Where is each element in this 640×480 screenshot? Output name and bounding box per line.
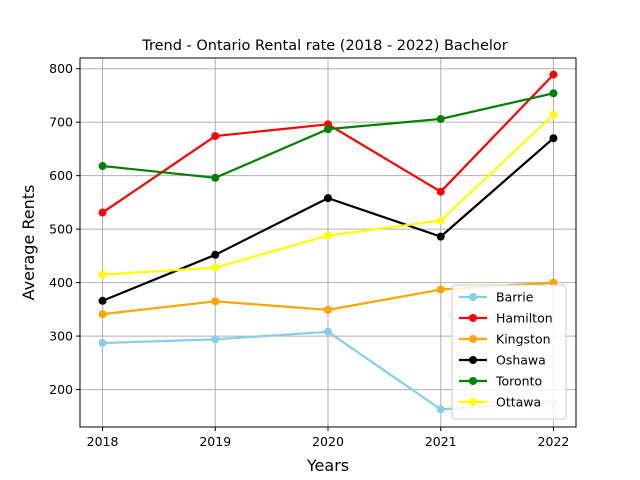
x-tick-label: 2019 <box>199 434 231 449</box>
data-point-toronto <box>436 114 445 123</box>
axis-ticks: 2018 2019 2020 2021 2022 200 300 400 500 600 700 80… <box>49 61 569 449</box>
legend-marker-oshawa <box>469 356 477 364</box>
data-point-toronto <box>549 89 558 98</box>
data-point-oshawa <box>324 194 332 203</box>
data-point-oshawa <box>436 232 445 241</box>
y-tick-label: 200 <box>49 382 73 397</box>
data-point-kingston <box>211 297 220 306</box>
data-point-barrie <box>436 405 445 414</box>
data-point-kingston <box>324 305 332 314</box>
data-point-ottawa <box>211 263 220 272</box>
legend: Barrie Hamilton Kingston Oshawa Toronto Ottaw… <box>451 284 567 420</box>
y-tick-label: 300 <box>49 329 73 344</box>
y-tick-label: 700 <box>49 115 73 130</box>
data-point-oshawa <box>211 250 220 259</box>
data-point-hamilton <box>211 132 220 141</box>
data-point-ottawa <box>549 110 558 119</box>
x-tick-label: 2021 <box>425 434 457 449</box>
data-point-barrie <box>211 335 220 344</box>
legend-label-kingston: Kingston <box>496 332 551 347</box>
legend-label-oshawa: Oshawa <box>496 353 546 368</box>
data-point-ottawa <box>324 231 332 240</box>
data-point-toronto <box>324 125 332 134</box>
data-point-ottawa <box>436 216 445 225</box>
data-point-oshawa <box>549 134 558 143</box>
data-point-barrie <box>98 339 107 348</box>
legend-label-toronto: Toronto <box>495 374 542 389</box>
series-toronto <box>98 89 558 182</box>
x-tick-label: 2022 <box>538 434 570 449</box>
legend-marker-ottawa <box>469 398 477 406</box>
series-hamilton <box>98 70 558 217</box>
legend-marker-toronto <box>469 377 477 385</box>
chart-title: Trend - Ontario Rental rate (2018 - 2022… <box>141 38 508 54</box>
data-point-toronto <box>211 173 220 182</box>
y-tick-label: 400 <box>49 275 73 290</box>
data-point-hamilton <box>98 208 107 217</box>
data-point-hamilton <box>436 187 445 196</box>
data-point-hamilton <box>549 70 558 79</box>
legend-label-ottawa: Ottawa <box>496 395 541 410</box>
grid <box>80 58 576 427</box>
data-point-oshawa <box>98 296 107 305</box>
data-point-ottawa <box>98 270 107 279</box>
legend-label-barrie: Barrie <box>496 290 534 305</box>
legend-label-hamilton: Hamilton <box>496 311 553 326</box>
y-tick-label: 500 <box>49 222 73 237</box>
legend-marker-barrie <box>469 293 477 301</box>
y-tick-label: 600 <box>49 168 73 183</box>
data-point-kingston <box>98 310 107 319</box>
data-point-barrie <box>324 327 332 336</box>
series-ottawa <box>98 110 558 279</box>
x-axis-label: Years <box>306 456 349 475</box>
legend-marker-hamilton <box>469 314 477 322</box>
y-tick-label: 800 <box>49 61 73 76</box>
data-point-toronto <box>98 162 107 171</box>
data-point-kingston <box>436 285 445 294</box>
x-tick-label: 2018 <box>87 434 119 449</box>
x-tick-label: 2020 <box>312 434 344 449</box>
legend-marker-kingston <box>469 335 477 343</box>
y-axis-label: Average Rents <box>19 185 38 301</box>
